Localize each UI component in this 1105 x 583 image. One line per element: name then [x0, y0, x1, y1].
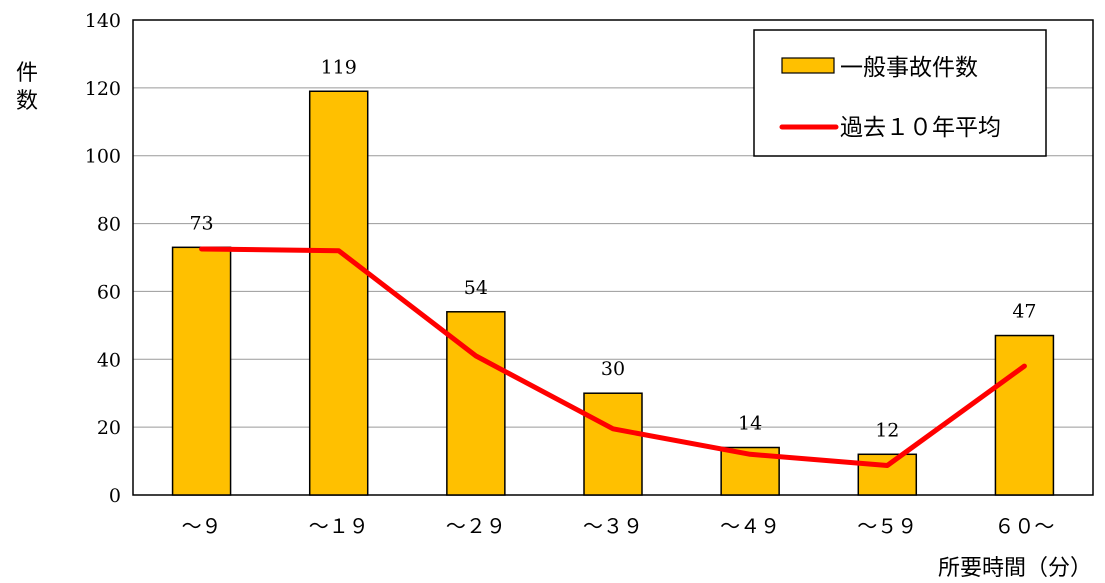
bar-0: [171, 246, 232, 496]
bar-3: [583, 392, 643, 496]
y-tick-120: 120: [85, 78, 121, 100]
x-tick-2: ～２９: [446, 514, 506, 538]
average-line-layer: [199, 246, 1027, 468]
legend-box: [753, 29, 1047, 157]
x-tick-3: ～３９: [583, 514, 643, 538]
gridlines: [133, 87, 1093, 428]
x-tick-4: ～４９: [720, 514, 780, 538]
bar-label-5: 12: [875, 419, 899, 441]
y-tick-labels: 0 20 40 60 80 100 120 140: [85, 10, 121, 507]
x-tick-1: ～１９: [309, 514, 369, 538]
bar-label-2: 54: [464, 277, 488, 299]
bars: [171, 90, 1055, 496]
y-axis-title-char-1: 数: [16, 89, 38, 114]
bar-1: [308, 90, 369, 496]
average-line: [199, 246, 1027, 468]
x-tick-5: ～５９: [857, 514, 917, 538]
legend-bar-label: 一般事故件数: [840, 55, 978, 81]
x-axis-title: 所要時間（分）: [938, 556, 1092, 581]
x-tick-6: ６０～: [994, 514, 1054, 538]
x-tick-labels: ～９ ～１９ ～２９ ～３９ ～４９ ～５９ ６０～: [182, 514, 1055, 538]
legend-bar-swatch: [781, 57, 835, 74]
bar-label-3: 30: [601, 358, 625, 380]
y-tick-20: 20: [97, 417, 121, 439]
y-tick-0: 0: [109, 485, 121, 507]
y-tick-100: 100: [85, 146, 121, 168]
bar-label-6: 47: [1012, 301, 1036, 323]
x-tick-0: ～９: [182, 514, 222, 538]
bar-label-4: 14: [738, 413, 762, 435]
y-tick-60: 60: [97, 281, 121, 303]
y-tick-80: 80: [97, 214, 121, 236]
y-axis-title-char-0: 件: [16, 61, 38, 86]
bar-data-labels: 73 119 54 30 14 12 47: [189, 56, 1036, 441]
legend-line-label: 過去１０年平均: [840, 115, 1001, 141]
bar-5: [857, 453, 918, 496]
y-tick-40: 40: [97, 349, 121, 371]
legend: 一般事故件数 過去１０年平均: [753, 29, 1047, 157]
bar-label-0: 73: [189, 212, 213, 234]
y-axis-title: 件数: [16, 61, 38, 114]
y-tick-140: 140: [85, 10, 121, 32]
bar-6: [994, 334, 1055, 496]
bar-label-1: 119: [321, 56, 357, 78]
